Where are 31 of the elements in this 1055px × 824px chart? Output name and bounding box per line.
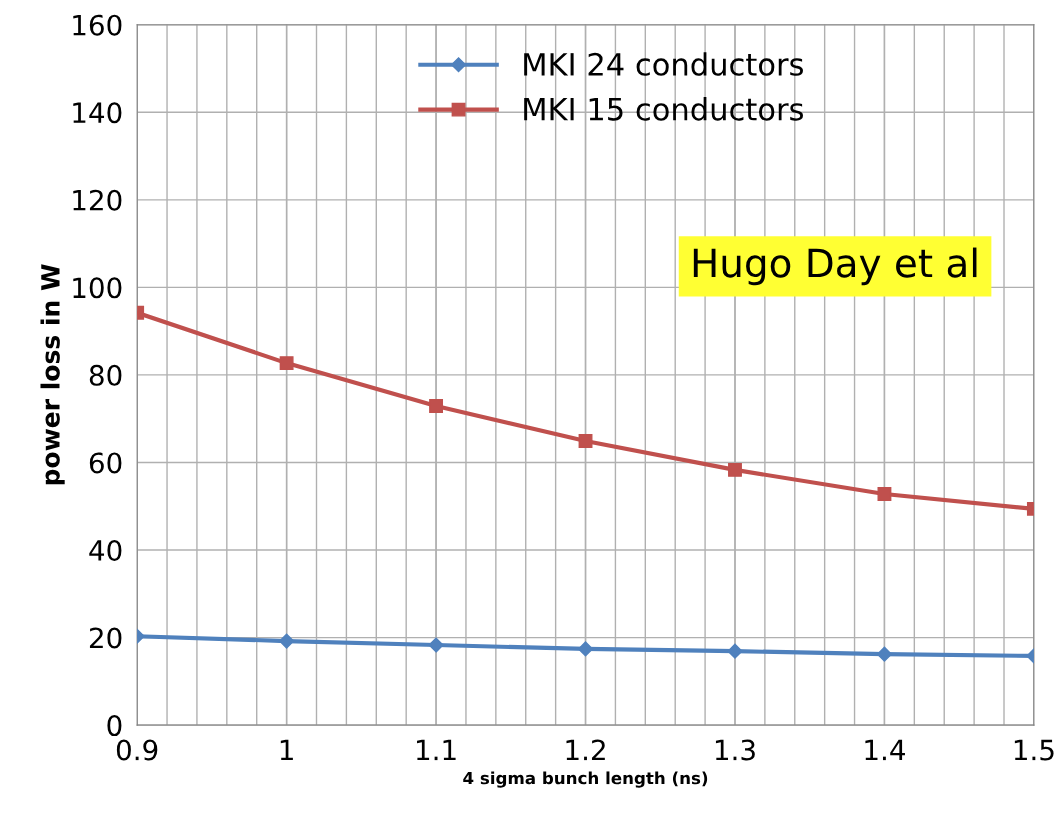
point	[877, 487, 892, 501]
x-tick-label: 1.5	[1014, 739, 1054, 761]
y-tick-label: 0	[107, 715, 122, 737]
point	[876, 646, 893, 662]
y-tick-label: 40	[89, 539, 122, 561]
point	[577, 641, 594, 657]
x-tick-label: 1	[280, 739, 293, 761]
y-tick-label: 100	[73, 277, 122, 299]
point	[279, 356, 294, 371]
x-tick-label: 1.1	[417, 739, 456, 761]
annotation: Hugo Day et al	[693, 247, 977, 286]
y-axis-title: power loss in W	[40, 264, 65, 485]
x-tick-label: 1.4	[865, 739, 905, 761]
point	[429, 399, 444, 413]
y-tick-label: 20	[89, 627, 122, 649]
y-tick-label: 120	[73, 189, 122, 211]
point	[428, 637, 444, 653]
point	[728, 462, 742, 477]
x-tick-label: 0.9	[116, 739, 158, 761]
point	[279, 633, 295, 649]
legend-label: MKI 24 conductors	[524, 52, 803, 76]
x-tick-label: 1.3	[715, 739, 755, 761]
x-tick-label: 1.2	[566, 739, 605, 761]
y-tick-label: 160	[73, 14, 122, 36]
y-tick-label: 80	[89, 364, 122, 386]
y-tick-label: 140	[73, 102, 122, 124]
y-tick-label: 60	[89, 452, 122, 474]
point	[727, 643, 743, 659]
x-axis-title: 4 sigma bunch length (ns)	[463, 771, 708, 788]
point	[578, 434, 593, 448]
legend-label: MKI 15 conductors	[524, 97, 803, 121]
